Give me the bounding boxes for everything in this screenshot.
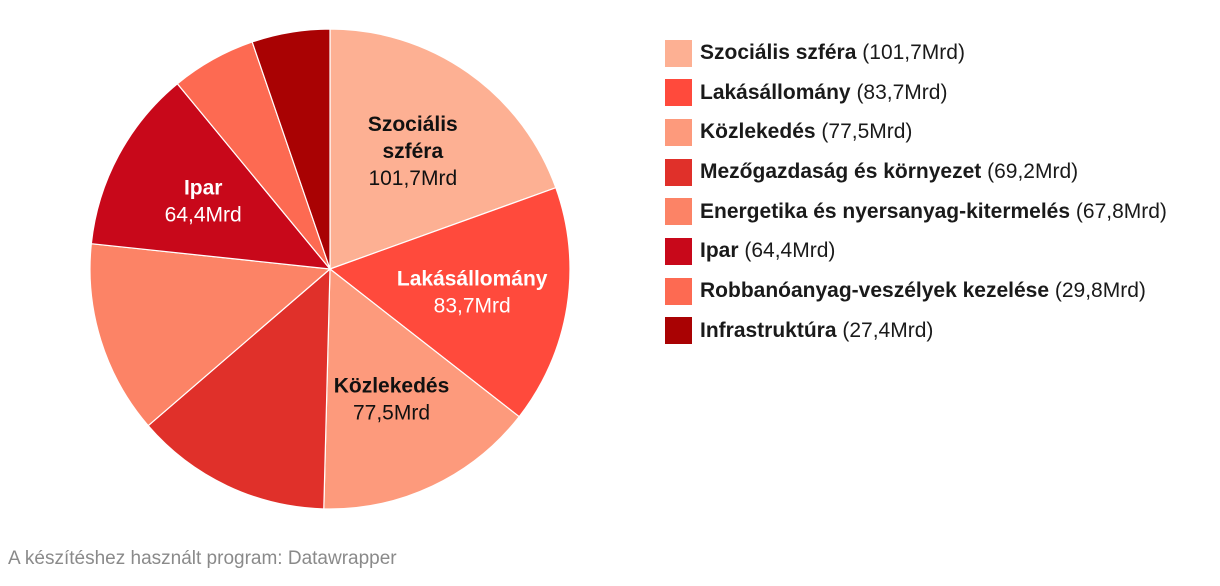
legend-swatch	[665, 237, 692, 265]
legend-item: Lakásállomány (83,7Mrd)	[665, 79, 1167, 107]
legend: Szociális szféra (101,7Mrd) Lakásállomán…	[665, 39, 1167, 358]
legend-value: (27,4Mrd)	[842, 318, 934, 342]
legend-swatch	[665, 79, 692, 107]
slice-label-name: Ipar	[184, 176, 223, 199]
legend-name: Infrastruktúra	[700, 318, 837, 342]
legend-swatch	[665, 317, 692, 345]
legend-item: Ipar (64,4Mrd)	[665, 237, 1167, 265]
slice-label-value: 101,7Mrd	[368, 167, 457, 190]
legend-value: (64,4Mrd)	[744, 239, 836, 263]
legend-item: Infrastruktúra (27,4Mrd)	[665, 317, 1167, 345]
slice-label: Közlekedés 77,5Mrd	[334, 375, 450, 425]
legend-name: Mezőgazdaság és környezet	[700, 160, 982, 184]
legend-item: Szociális szféra (101,7Mrd)	[665, 39, 1167, 67]
legend-item: Közlekedés (77,5Mrd)	[665, 118, 1167, 146]
legend-item: Energetika és nyersanyag-kitermelés (67,…	[665, 198, 1167, 226]
legend-item: Mezőgazdaság és környezet (69,2Mrd)	[665, 158, 1167, 186]
legend-swatch	[665, 277, 692, 305]
legend-value: (29,8Mrd)	[1054, 279, 1146, 303]
slice-label: Lakásállomány 83,7Mrd	[397, 267, 548, 317]
slice-label: Szociális szféra 101,7Mrd	[368, 113, 458, 190]
legend-value: (83,7Mrd)	[856, 80, 948, 104]
slice-label: Ipar 64,4Mrd	[165, 176, 242, 226]
legend-name: Energetika és nyersanyag-kitermelés	[700, 199, 1071, 223]
slice-label-name: Lakásállomány	[397, 267, 548, 290]
legend-value: (67,8Mrd)	[1075, 199, 1167, 223]
legend-name: Közlekedés	[700, 120, 816, 144]
legend-swatch	[665, 198, 692, 226]
slice-label-value: 83,7Mrd	[434, 294, 511, 317]
pie-slice	[89, 243, 332, 427]
legend-name: Ipar	[700, 239, 739, 263]
pie-slice	[147, 267, 331, 510]
legend-value: (77,5Mrd)	[821, 120, 913, 144]
legend-swatch	[665, 118, 692, 146]
pie-plot: Szociális szféra 101,7Mrd Lakásállomány 83,7…	[89, 28, 571, 510]
legend-name: Szociális szféra	[700, 41, 857, 64]
slice-label-name: Szociális	[368, 113, 458, 136]
slice-label-name: Közlekedés	[334, 375, 450, 398]
legend-value: (69,2Mrd)	[987, 160, 1079, 184]
legend-name: Lakásállomány	[700, 80, 851, 104]
pie-slice	[90, 82, 332, 270]
slice-label-value: 64,4Mrd	[165, 203, 242, 226]
pie-slice	[328, 186, 571, 418]
slice-label-value: 77,5Mrd	[353, 402, 430, 425]
pie-slice	[323, 267, 521, 510]
source-credit: A készítéshez használt program: Datawrap…	[8, 548, 397, 569]
slice-label-name: szféra	[382, 140, 443, 163]
legend-value: (101,7Mrd)	[862, 41, 965, 64]
pie-slice	[329, 28, 557, 270]
legend-swatch	[665, 158, 692, 186]
pie-slice	[251, 28, 331, 270]
legend-item: Robbanóanyag-veszélyek kezelése (29,8Mrd…	[665, 277, 1167, 305]
legend-swatch	[665, 39, 692, 67]
legend-name: Robbanóanyag-veszélyek kezelése	[700, 279, 1050, 303]
